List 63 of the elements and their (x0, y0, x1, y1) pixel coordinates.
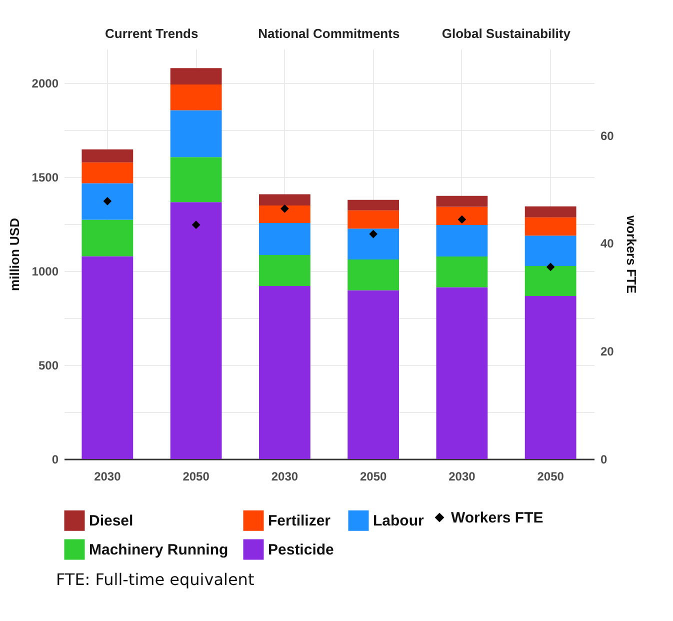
x-tick-label: 2030 (448, 470, 476, 484)
y-tick-label: 1500 (32, 170, 59, 184)
bar (436, 256, 488, 288)
bar (436, 287, 488, 459)
bar (82, 256, 134, 459)
bar (82, 220, 134, 256)
bar (348, 200, 400, 210)
point (369, 230, 378, 238)
y2-tick-label: 60 (600, 128, 614, 143)
bar (524, 206, 576, 218)
bar (258, 286, 310, 459)
legend-label: Workers FTE (451, 510, 544, 526)
bar (170, 84, 222, 110)
bar (258, 254, 310, 286)
text: National Commitments (258, 26, 400, 41)
y-tick-label: 0 (52, 452, 59, 466)
bar (348, 259, 400, 290)
y2-tick-label: 20 (600, 344, 614, 359)
legend-label: Diesel (89, 512, 134, 530)
bar (524, 217, 576, 236)
bar (170, 157, 222, 202)
y2-axis-title: workers FTE (624, 214, 639, 294)
legend-label: Fertilizer (268, 512, 331, 530)
bar (170, 68, 222, 85)
bar (436, 196, 488, 207)
bar (82, 162, 134, 184)
bar (170, 110, 222, 158)
bar (82, 149, 134, 162)
bar (258, 222, 310, 255)
bar (524, 236, 576, 266)
bar (348, 228, 400, 260)
x-tick-label: 2030 (271, 470, 298, 484)
y-tick-label: 1000 (32, 264, 59, 278)
point (546, 262, 555, 272)
text: Global Sustainability (442, 26, 572, 41)
point (103, 196, 112, 206)
bar (348, 290, 400, 459)
x-tick-label: 2050 (537, 470, 564, 484)
y-tick-label: 500 (38, 358, 59, 372)
text: Current Trends (105, 26, 198, 41)
bar (524, 296, 576, 459)
x-tick-label: 2030 (94, 470, 122, 484)
legend-label: Machinery Running (89, 542, 228, 558)
legend-label: Pesticide (268, 542, 334, 558)
bar (436, 225, 488, 256)
text: FTE: Full-time equivalent (56, 570, 256, 589)
bar (436, 206, 488, 226)
point (280, 204, 289, 213)
y2-tick-label: 40 (600, 236, 614, 251)
x-tick-label: 2050 (182, 470, 210, 484)
bar (82, 183, 134, 220)
bar (524, 266, 576, 296)
bar (170, 202, 222, 459)
y-axis-title: million USD (6, 218, 22, 291)
point (458, 215, 466, 224)
point (192, 220, 200, 230)
legend-label: Labour (373, 512, 424, 530)
bar (258, 205, 310, 223)
y-tick-label: 2000 (32, 76, 59, 90)
x-tick-label: 2050 (360, 470, 387, 484)
y2-tick-label: 0 (600, 452, 608, 466)
bar (348, 210, 400, 229)
bar (258, 194, 310, 206)
